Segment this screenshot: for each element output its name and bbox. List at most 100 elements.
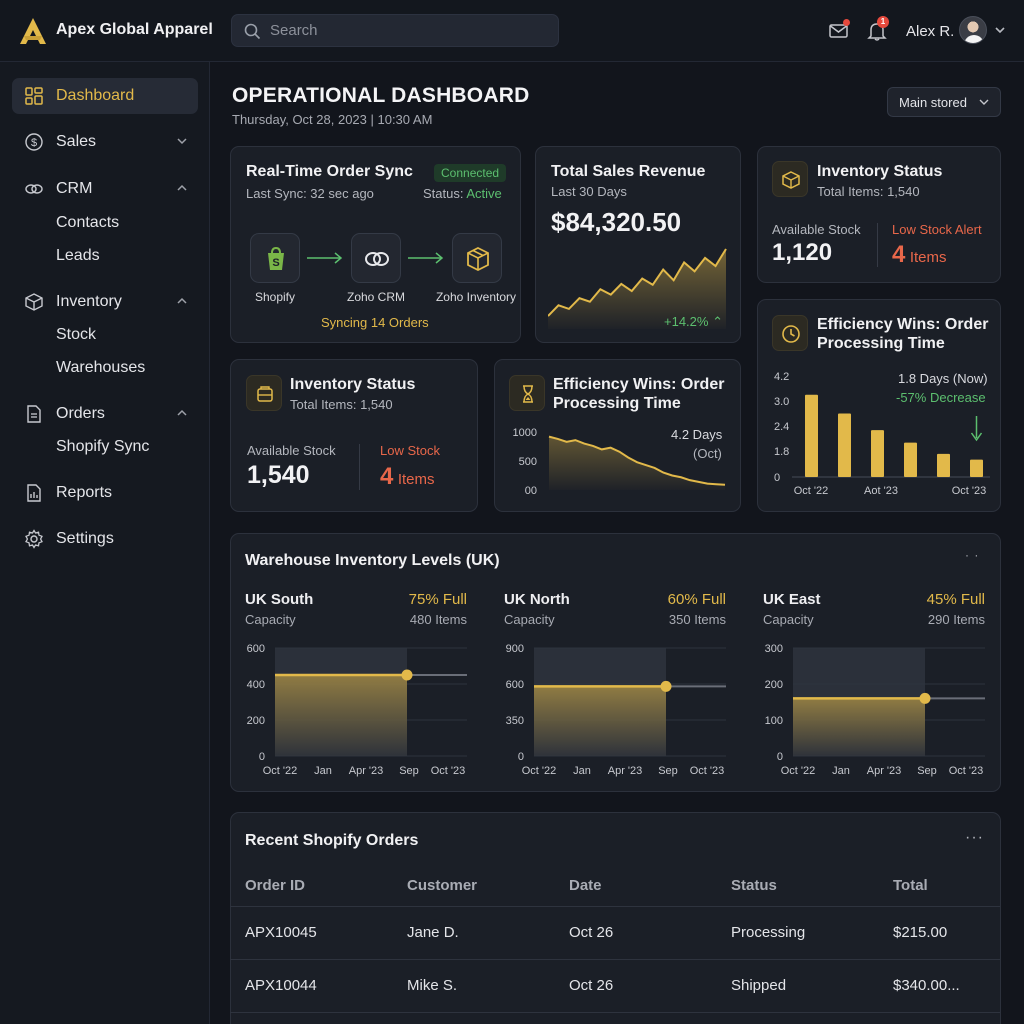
y-tick-label: 0 xyxy=(777,751,783,763)
column-header[interactable]: Customer xyxy=(392,866,554,907)
arrow-right-icon xyxy=(408,252,444,264)
low-stock-label: Low Stock Alert xyxy=(892,222,982,237)
revenue-sparkline xyxy=(548,248,727,329)
trend-up-icon: ⌃ xyxy=(712,314,723,329)
warehouse-chart-uk-south: 600 400 200 0 Oct '22 Jan Apr '23 Sep Oct '23 xyxy=(247,643,467,777)
efficiency-icon-box xyxy=(772,315,808,351)
warehouse-pct: 75% Full xyxy=(408,591,467,608)
sidebar-item-inventory[interactable]: Inventory xyxy=(12,284,198,320)
link-icon xyxy=(25,184,43,194)
sidebar-item-label: Settings xyxy=(56,530,114,547)
y-tick-label: 600 xyxy=(247,643,265,655)
y-tick-label: 350 xyxy=(506,715,524,727)
sidebar-item-sales[interactable]: $ Sales xyxy=(12,124,198,160)
revenue-area xyxy=(548,249,726,329)
more-options-icon[interactable]: · · xyxy=(965,548,980,562)
chevron-up-icon xyxy=(177,297,187,304)
sync-status-label: Status: xyxy=(423,186,464,201)
arrow-down-icon xyxy=(970,432,983,442)
warehouse-pct: 60% Full xyxy=(667,591,726,608)
low-stock-value: 4 Items xyxy=(380,463,435,491)
table-row[interactable]: APX10045 Jane D. Oct 26 Processing $215.… xyxy=(230,906,1000,960)
x-tick-label: Apr '23 xyxy=(608,765,643,777)
card-title: Real-Time Order Sync xyxy=(246,163,413,180)
sidebar-item-settings[interactable]: Settings xyxy=(12,521,198,557)
sync-status-value: Active xyxy=(466,186,502,201)
efficiency-bar-chart: 4.2 3.0 2.4 1.8 0 Oct '22 Aot '23 Oct '23 xyxy=(774,371,990,497)
avatar[interactable] xyxy=(959,16,987,44)
y-tick-label: 3.0 xyxy=(774,396,789,408)
order-status: Processing xyxy=(716,906,878,960)
order-total: $215.00 xyxy=(878,906,1000,960)
card-title-line1: Efficiency Wins: Order xyxy=(817,316,989,333)
card-title: Recent Shopify Orders xyxy=(245,832,419,849)
y-tick-label: 0 xyxy=(518,751,524,763)
y-tick-label: 0 xyxy=(774,472,780,484)
bar xyxy=(805,394,818,477)
sidebar-subitem-shopify-sync[interactable]: Shopify Sync xyxy=(56,438,150,455)
table-row[interactable]: APX10044 Mike S. Oct 26 Shipped $340.00.… xyxy=(230,959,1000,1013)
efficiency-line-card: Efficiency Wins: Order Processing Time 4… xyxy=(494,359,741,512)
sidebar-item-label: CRM xyxy=(56,180,93,197)
zoho-crm-node[interactable] xyxy=(351,233,401,283)
sidebar-subitem-contacts[interactable]: Contacts xyxy=(56,214,120,231)
order-status: Shipped xyxy=(716,959,878,1013)
x-tick-label: Sep xyxy=(399,765,419,777)
inventory-status-card-2: Inventory Status Total Items: 1,540 Avai… xyxy=(230,359,478,512)
shopify-node[interactable]: S xyxy=(250,233,300,283)
inventory-icon-box xyxy=(246,375,282,411)
annotation-value: 1.8 Days (Now) xyxy=(898,371,988,386)
chevron-down-icon[interactable] xyxy=(994,25,1006,35)
level-area xyxy=(793,698,925,756)
page-date: Thursday, Oct 28, 2023 | 10:30 AM xyxy=(232,112,433,127)
node-label: Shopify xyxy=(254,290,296,304)
user-name[interactable]: Alex R. xyxy=(906,23,955,40)
brand-logo[interactable] xyxy=(16,14,50,48)
column-header[interactable]: Order ID xyxy=(230,866,392,907)
sidebar-item-crm[interactable]: CRM xyxy=(12,171,198,207)
sync-status: Status: Active xyxy=(423,186,502,201)
card-title: Total Sales Revenue xyxy=(551,163,706,180)
status-badge: Connected xyxy=(434,164,507,182)
low-stock-unit: Items xyxy=(397,471,435,488)
y-tick-label: 100 xyxy=(765,715,783,727)
column-header[interactable]: Date xyxy=(554,866,716,907)
store-select[interactable]: Main stored xyxy=(887,87,1001,117)
x-tick-label: Oct '22 xyxy=(781,765,816,777)
sidebar-subitem-leads[interactable]: Leads xyxy=(56,247,100,264)
x-tick-label: Oct '23 xyxy=(949,765,984,777)
column-header[interactable]: Status xyxy=(716,866,878,907)
store-select-value: Main stored xyxy=(899,95,967,110)
sync-footer: Syncing 14 Orders xyxy=(321,315,429,330)
annotation-period: (Oct) xyxy=(693,446,722,461)
sidebar-subitem-stock[interactable]: Stock xyxy=(56,326,97,343)
annotation-value: 4.2 Days xyxy=(671,427,723,442)
sidebar-item-reports[interactable]: Reports xyxy=(12,475,198,511)
order-date: Oct 26 xyxy=(554,959,716,1013)
brand-name: Apex Global Apparel xyxy=(56,21,213,38)
y-tick-label: 1.8 xyxy=(774,446,789,458)
column-header[interactable]: Total xyxy=(878,866,1000,907)
more-options-icon[interactable]: ··· xyxy=(965,829,984,846)
card-title: Inventory Status xyxy=(290,376,416,393)
grid-icon xyxy=(25,87,43,105)
sidebar-item-orders[interactable]: Orders xyxy=(12,396,198,432)
y-tick-label: 300 xyxy=(765,643,783,655)
gear-icon xyxy=(25,529,43,549)
sidebar-subitem-warehouses[interactable]: Warehouses xyxy=(56,359,146,376)
mail-icon[interactable] xyxy=(828,20,850,42)
top-bar: Apex Global Apparel 1 Alex R. xyxy=(0,0,1024,62)
sidebar-item-dashboard[interactable]: Dashboard xyxy=(12,78,198,114)
y-tick-label: 400 xyxy=(247,679,265,691)
search-box[interactable] xyxy=(231,14,559,47)
level-marker xyxy=(919,692,931,704)
order-date: Oct 26 xyxy=(554,906,716,960)
search-input[interactable] xyxy=(270,15,550,46)
sidebar: Dashboard $ Sales CRM Contacts Leads Inv… xyxy=(0,62,210,1024)
report-icon xyxy=(27,484,41,502)
chevron-up-icon xyxy=(177,184,187,191)
total-items: Total Items: 1,540 xyxy=(817,184,920,199)
inventory-icon-box xyxy=(772,161,808,197)
level-area xyxy=(534,686,666,756)
zoho-inventory-node[interactable] xyxy=(452,233,502,283)
